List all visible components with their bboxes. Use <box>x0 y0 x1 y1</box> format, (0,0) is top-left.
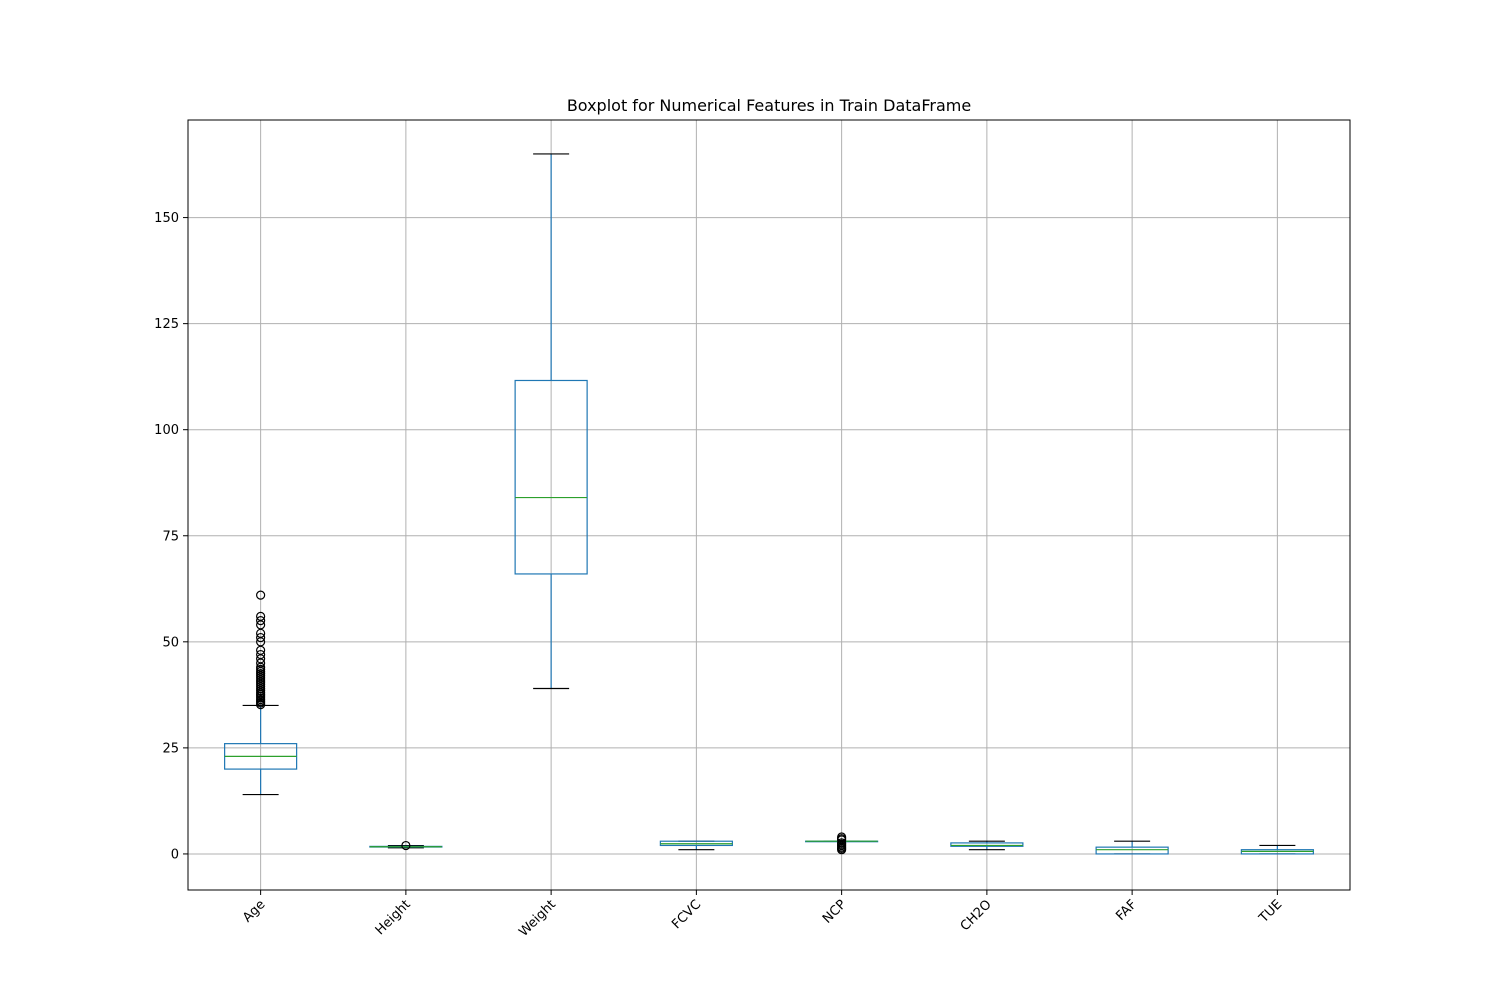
y-tick-label: 50 <box>162 635 179 650</box>
outlier-point <box>256 590 266 600</box>
y-tick-label: 75 <box>162 529 179 544</box>
x-axis: Age Height Weight FCVC NCP CH2O FAF TUE <box>240 890 1285 940</box>
box-tue <box>1240 844 1314 855</box>
y-tick-label: 0 <box>171 847 179 862</box>
box-height <box>369 840 443 851</box>
y-axis: 0 25 50 75 100 125 150 <box>154 211 188 862</box>
box-weight <box>514 153 588 690</box>
outlier-point <box>256 632 266 643</box>
x-tick-label-ch2o: CH2O <box>958 897 995 934</box>
iqr-box <box>1095 846 1169 855</box>
outlier-point <box>837 832 847 842</box>
x-tick-label-weight: Weight <box>516 897 559 940</box>
box-age <box>224 590 298 796</box>
box-faf <box>1095 840 1169 855</box>
grid-layer <box>188 120 1350 890</box>
chart-title: Boxplot for Numerical Features in Train … <box>567 96 971 115</box>
box-ch2o <box>950 840 1024 851</box>
outlier-point <box>256 649 266 660</box>
x-tick-label-ncp: NCP <box>820 897 850 927</box>
iqr-box <box>514 379 588 575</box>
iqr-box <box>950 842 1024 847</box>
boxes-layer <box>224 153 1314 855</box>
box-fcvc <box>659 840 733 851</box>
y-tick-label: 150 <box>154 211 179 226</box>
y-tick-label: 25 <box>162 741 179 756</box>
plot-area-frame <box>187 119 1351 891</box>
box-ncp <box>805 832 879 855</box>
outlier-point <box>256 611 266 621</box>
x-tick-label-height: Height <box>373 897 414 938</box>
y-tick-label: 100 <box>154 423 179 438</box>
x-tick-label-tue: TUE <box>1256 897 1285 926</box>
x-tick-label-age: Age <box>240 897 268 925</box>
outlier-point <box>256 616 266 626</box>
x-tick-label-fcvc: FCVC <box>669 897 704 932</box>
outlier-point <box>401 840 411 851</box>
y-tick-label: 125 <box>154 317 179 332</box>
outlier-point <box>837 838 847 848</box>
x-tick-label-faf: FAF <box>1113 897 1140 924</box>
